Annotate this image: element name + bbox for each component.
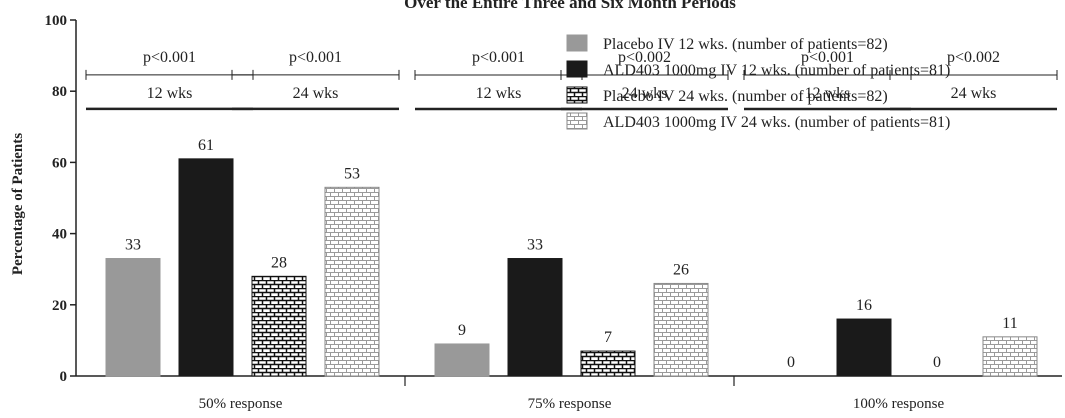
p-value-label: p<0.001: [143, 49, 196, 66]
category-label: 50% response: [199, 396, 283, 412]
bar: [836, 318, 892, 377]
legend-swatch: [566, 86, 588, 104]
data-label: 33: [125, 237, 141, 254]
data-label: 53: [344, 165, 360, 182]
data-label: 16: [856, 297, 872, 314]
bar: [507, 258, 563, 377]
legend-label: Placebo IV 12 wks. (number of patients=8…: [603, 36, 888, 53]
y-tick-label: 0: [60, 369, 68, 385]
period-label: 24 wks: [951, 85, 997, 102]
legend-label: Placebo IV 24 wks. (number of patients=8…: [603, 88, 888, 105]
p-value-label: p<0.001: [472, 49, 525, 66]
axes: [75, 20, 1062, 386]
bar: [982, 336, 1038, 377]
legend-label: ALD403 1000mg IV 24 wks. (number of pati…: [603, 114, 950, 131]
bar: [105, 258, 161, 377]
y-ticks: 0 20 40 60 80 100: [45, 13, 76, 385]
p-value-label: p<0.001: [801, 49, 854, 66]
data-label: 26: [673, 261, 689, 278]
bar: [653, 282, 709, 377]
data-label: 0: [933, 354, 941, 371]
data-label: 11: [1002, 315, 1017, 332]
period-label: 12 wks: [476, 85, 522, 102]
category-label: 100% response: [853, 396, 945, 412]
data-labels: 33 9 0 61 33 16 28 7 0 53 26 11: [125, 137, 1018, 371]
data-label: 9: [458, 322, 466, 339]
y-tick-label: 60: [52, 155, 67, 171]
data-label: 28: [271, 254, 287, 271]
legend-swatch: [566, 112, 588, 130]
period-label: 24 wks: [293, 85, 339, 102]
y-axis-label: Percentage of Patients: [10, 133, 26, 275]
chart-title: Over the Entire Three and Six Month Peri…: [404, 0, 736, 12]
data-label: 33: [527, 237, 543, 254]
legend-label: ALD403 1000mg IV 12 wks. (number of pati…: [603, 62, 950, 79]
bar: [580, 350, 636, 377]
y-tick-label: 100: [45, 13, 68, 29]
bar: [324, 186, 380, 377]
y-tick-label: 20: [52, 298, 67, 314]
bar: [251, 275, 307, 377]
y-tick-label: 40: [52, 227, 67, 243]
data-label: 7: [604, 329, 612, 346]
period-label: 24 wks: [622, 85, 668, 102]
legend-swatch: [566, 60, 588, 78]
legend-swatch: [566, 34, 588, 52]
bar: [178, 158, 234, 377]
category-label: 75% response: [528, 396, 612, 412]
y-tick-label: 80: [52, 84, 67, 100]
data-label: 0: [787, 354, 795, 371]
bars: [105, 158, 1038, 377]
p-value-label: p<0.002: [947, 49, 1000, 66]
period-label: 12 wks: [147, 85, 193, 102]
p-value-label: p<0.001: [289, 49, 342, 66]
significance-annotations: p<0.001 12 wks p<0.001 24 wks p<0.001 12 wks p…: [85, 49, 1058, 111]
category-labels: 50% response 75% response 100% response: [199, 396, 945, 412]
bar: [434, 343, 490, 377]
period-label: 12 wks: [805, 85, 851, 102]
data-label: 61: [198, 137, 214, 154]
legend: Placebo IV 12 wks. (number of patients=8…: [566, 34, 950, 131]
p-value-label: p<0.002: [618, 49, 671, 66]
